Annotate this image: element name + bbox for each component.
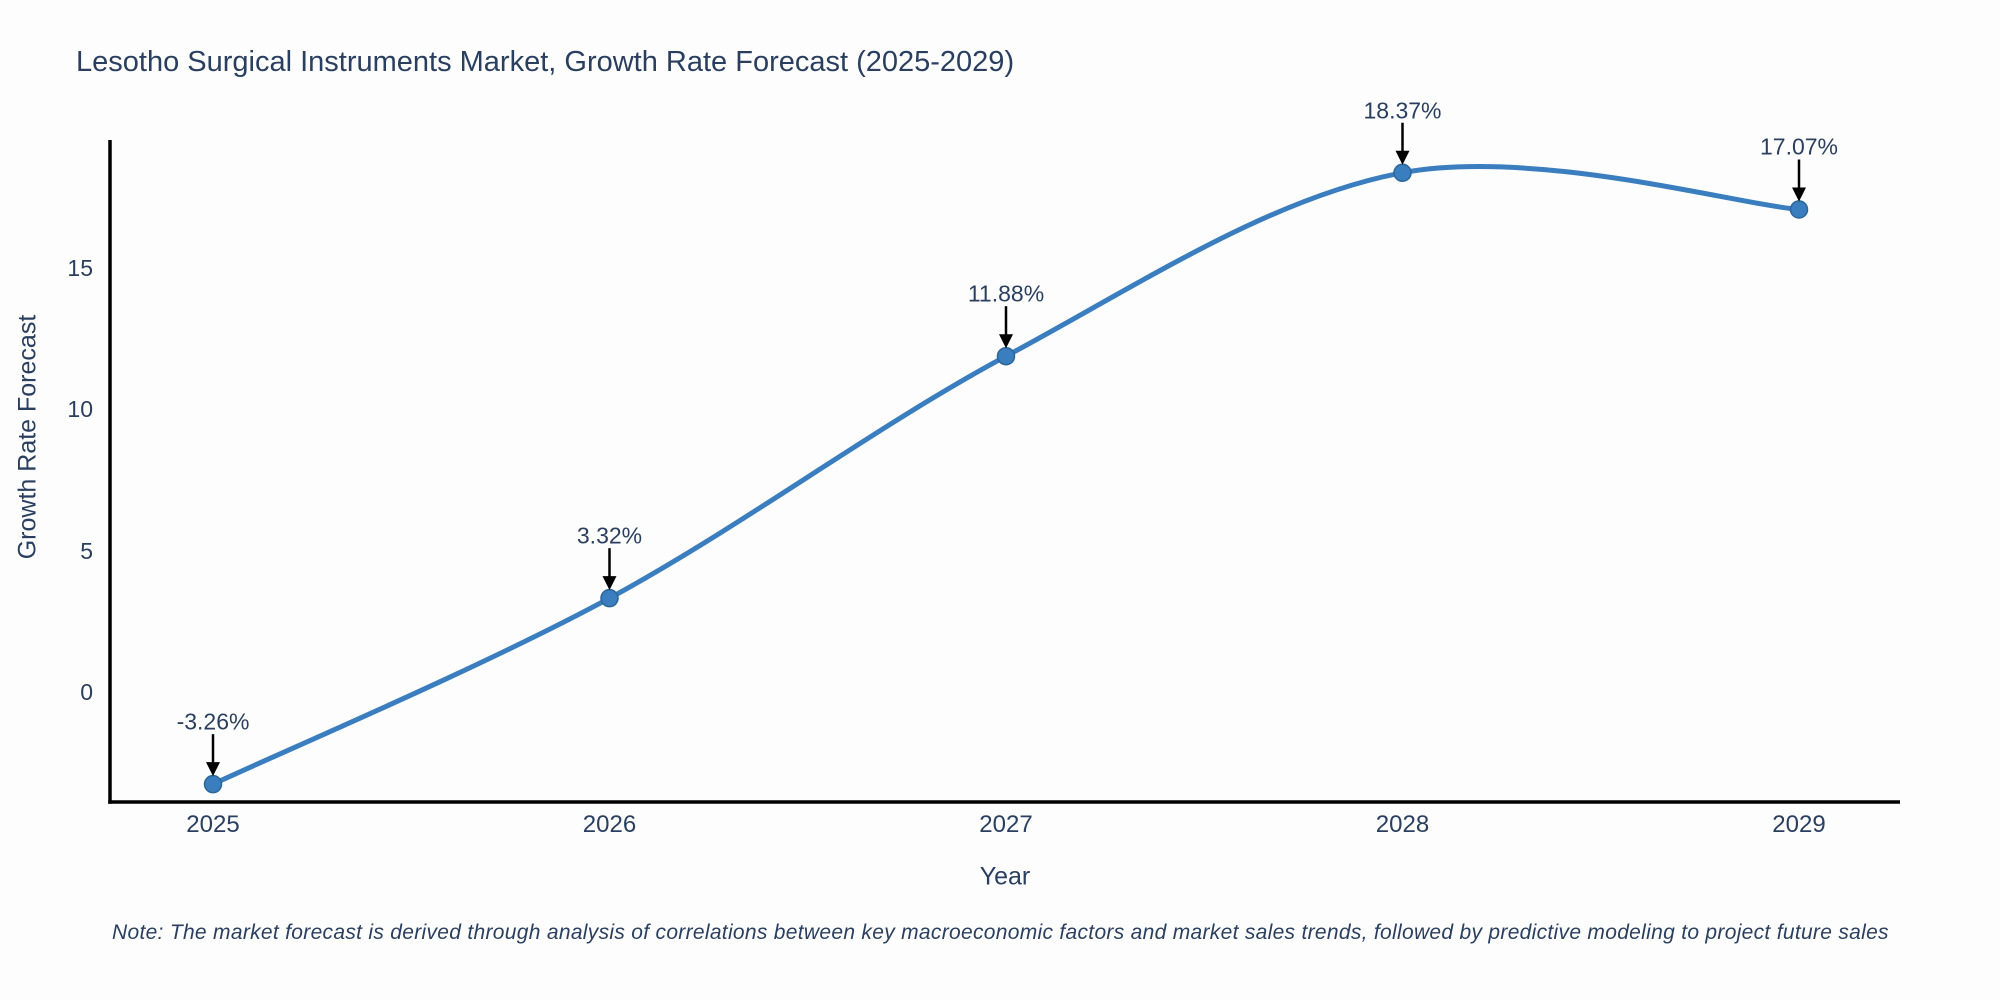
x-tick-label: 2026 (582, 811, 637, 838)
x-tick-label: 2027 (979, 811, 1033, 838)
annotation-arrow-head (602, 576, 617, 591)
y-tick-label: 10 (67, 396, 93, 423)
y-tick-label: 5 (80, 537, 93, 564)
y-tick-label: 0 (80, 679, 93, 705)
point-annotation-label: 18.37% (1363, 97, 1442, 124)
x-tick-label: 2029 (1772, 811, 1826, 838)
data-point-marker (600, 588, 619, 608)
data-point-marker (203, 774, 223, 794)
x-tick-label: 2025 (186, 811, 240, 838)
annotation-arrow-head (999, 334, 1013, 349)
data-point-marker (1789, 200, 1809, 219)
annotation-arrow-head (1792, 187, 1806, 202)
data-point-marker (996, 346, 1016, 366)
annotation-arrow-head (206, 762, 220, 777)
forecast-line (210, 164, 1802, 787)
data-point-marker (1393, 163, 1412, 183)
x-axis-title: Year (979, 862, 1031, 891)
chart-title: Lesotho Surgical Instruments Market, Gro… (76, 46, 1015, 78)
x-tick-label: 2028 (1375, 811, 1430, 838)
point-annotation-label: 17.07% (1759, 133, 1839, 160)
point-annotation-label: -3.26% (176, 708, 250, 735)
point-annotation-label: 3.32% (576, 522, 643, 549)
footnote: Note: The market forecast is derived thr… (112, 921, 1889, 944)
annotation-arrow-head (1395, 150, 1410, 165)
y-tick-label: 15 (67, 255, 93, 281)
point-annotation-label: 11.88% (967, 280, 1045, 307)
